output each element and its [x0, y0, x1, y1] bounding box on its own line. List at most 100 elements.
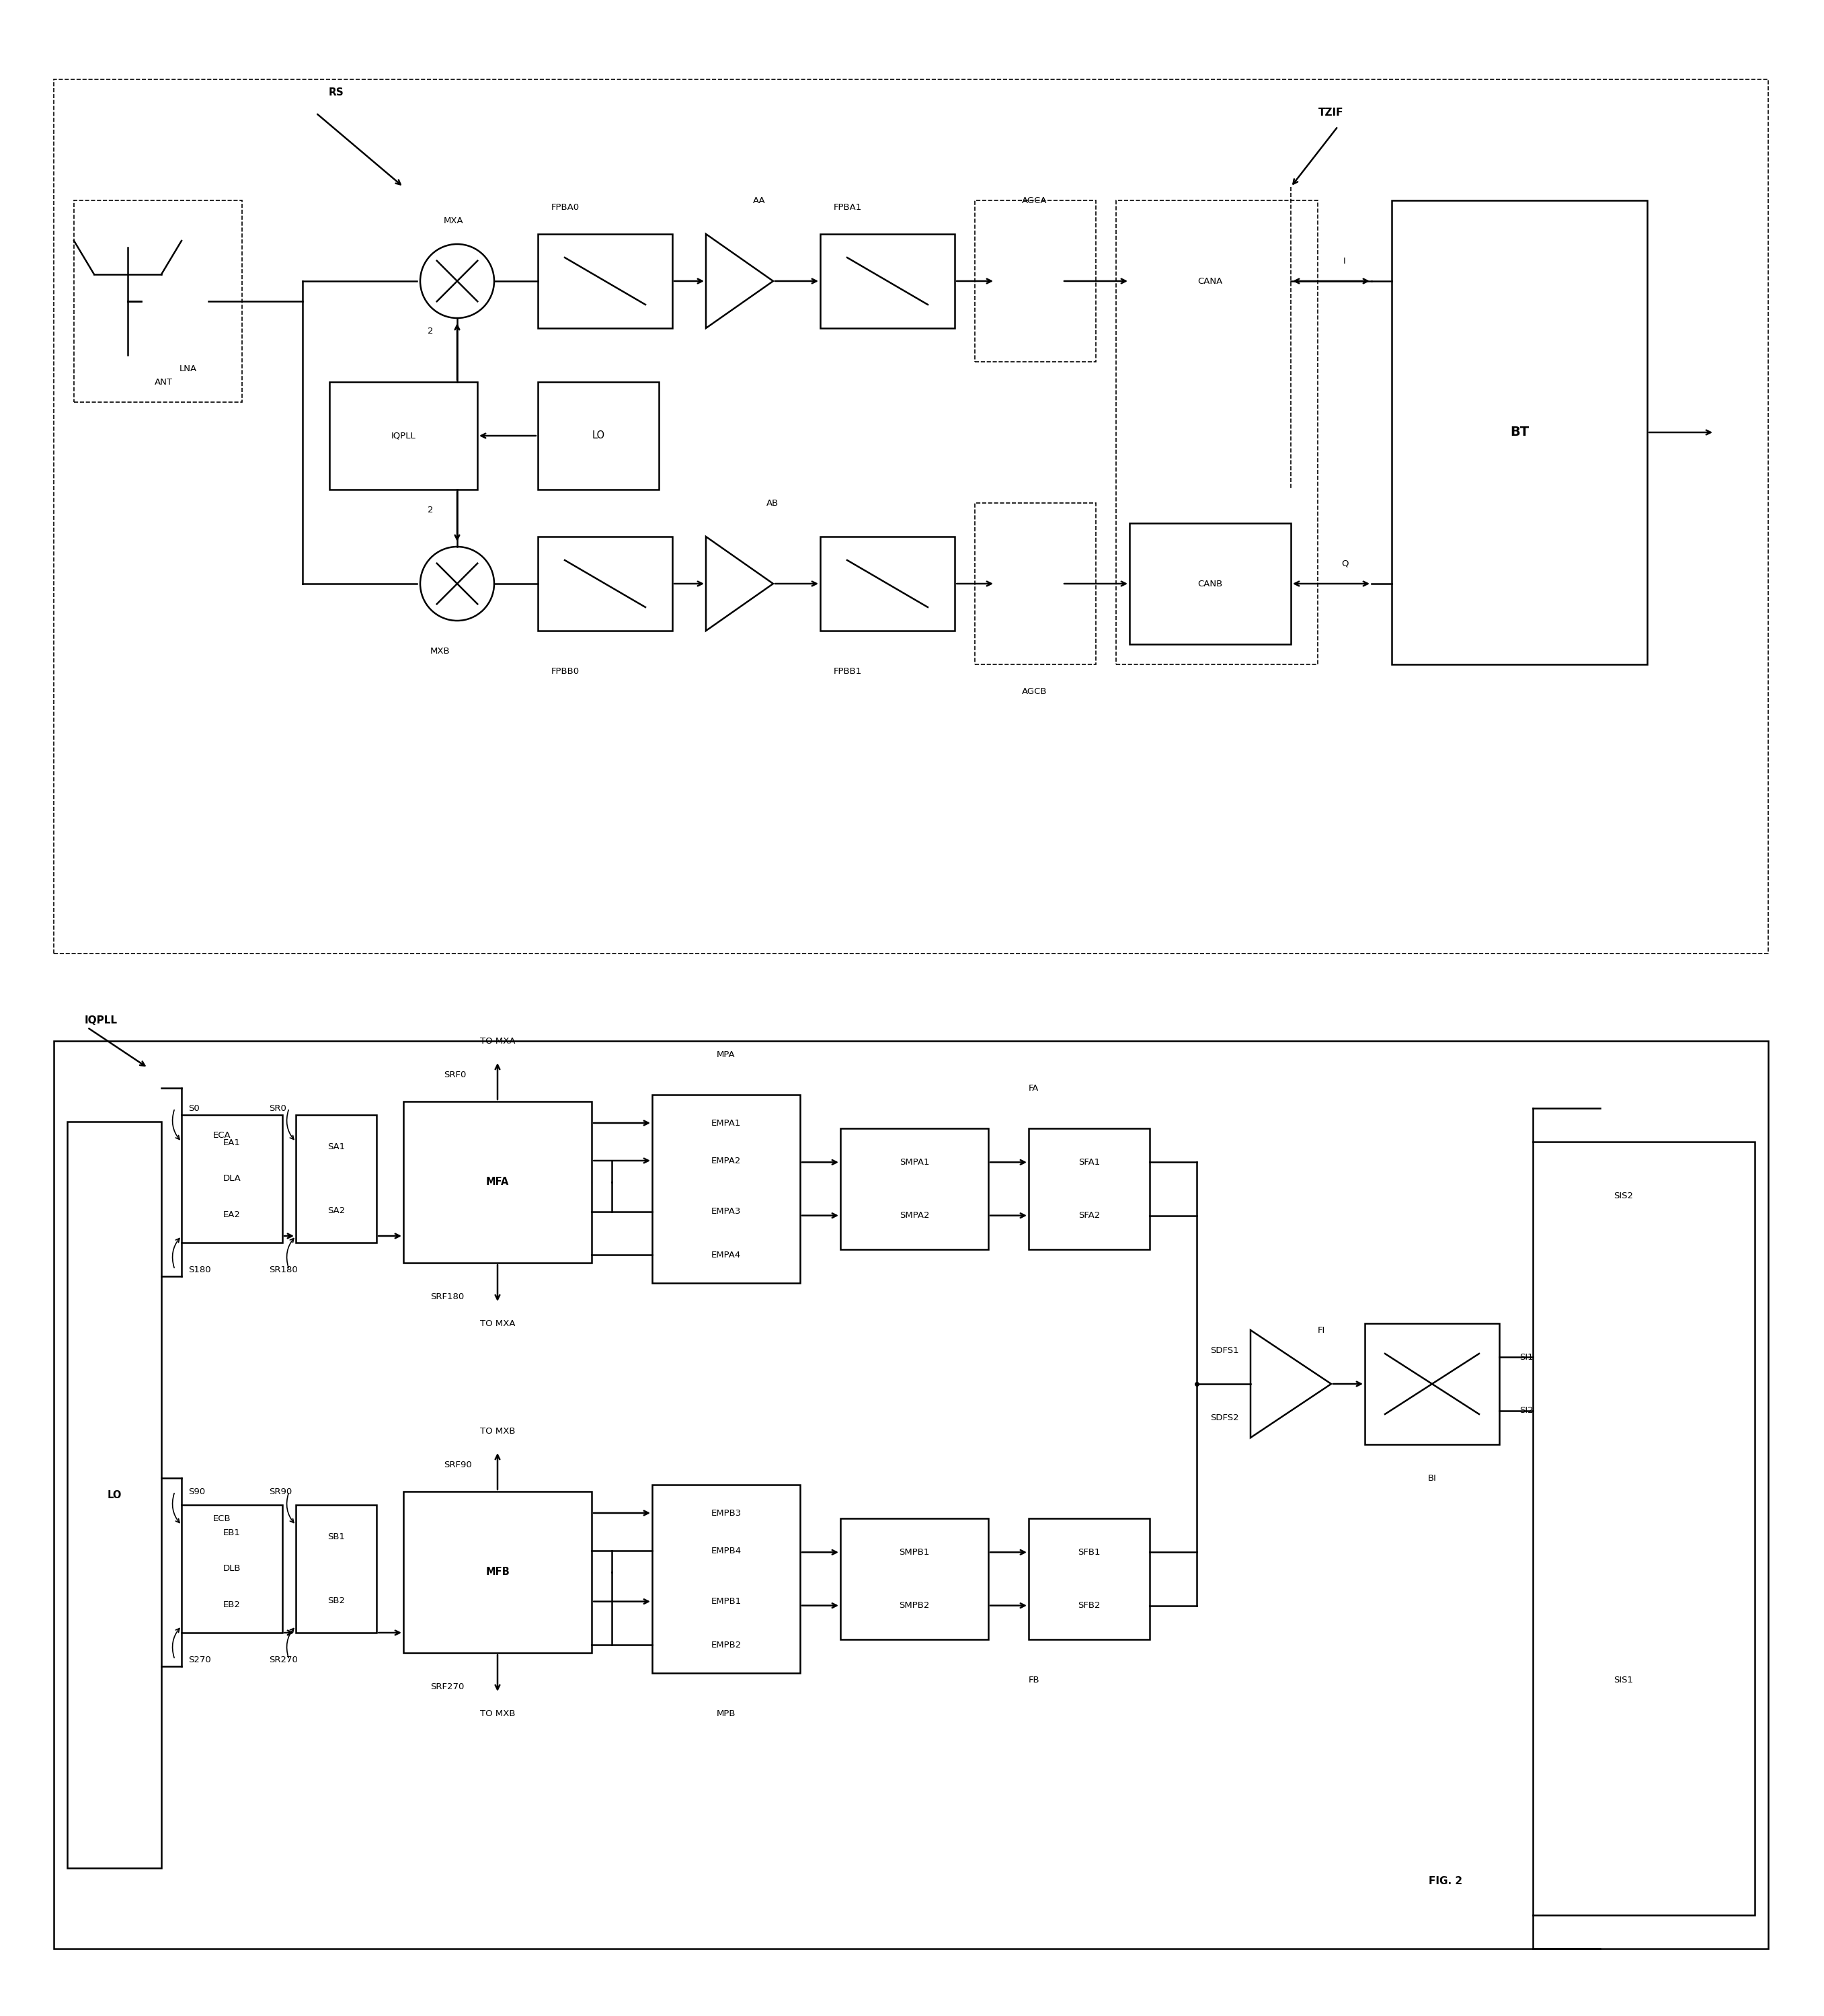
Text: EMPA3: EMPA3: [711, 1208, 741, 1216]
Bar: [1029, 1518, 1149, 1639]
Text: SFA1: SFA1: [1078, 1157, 1100, 1167]
Bar: [1532, 1141, 1755, 1915]
Bar: [974, 502, 1096, 665]
Bar: [75, 200, 243, 401]
Text: SRF180: SRF180: [430, 1292, 463, 1300]
Text: ECB: ECB: [213, 1514, 232, 1522]
Bar: [538, 536, 673, 631]
Text: MPA: MPA: [717, 1050, 735, 1058]
Text: Q: Q: [1341, 558, 1348, 569]
Text: AGCA: AGCA: [1021, 196, 1047, 206]
Bar: [974, 200, 1096, 361]
Text: AGCB: AGCB: [1021, 687, 1047, 696]
Text: FI: FI: [1317, 1327, 1326, 1335]
Text: TO MXB: TO MXB: [480, 1427, 514, 1435]
Text: CANA: CANA: [1198, 276, 1222, 286]
Text: CANB: CANB: [1198, 579, 1222, 589]
Text: EMPA1: EMPA1: [711, 1119, 741, 1127]
Text: MXA: MXA: [443, 216, 463, 226]
Bar: [1364, 1322, 1499, 1443]
Text: MXB: MXB: [430, 647, 451, 655]
Text: I: I: [1344, 256, 1346, 266]
Text: SI1: SI1: [1519, 1353, 1534, 1361]
Text: EB2: EB2: [223, 1601, 241, 1609]
Text: TO MXA: TO MXA: [480, 1318, 514, 1329]
Bar: [538, 234, 673, 329]
Bar: [330, 381, 478, 490]
Text: LO: LO: [108, 1490, 122, 1500]
Text: SDFS1: SDFS1: [1209, 1347, 1238, 1355]
Text: TO MXB: TO MXB: [480, 1710, 514, 1718]
Text: S270: S270: [188, 1655, 212, 1663]
Text: LO: LO: [593, 431, 606, 442]
Bar: [53, 79, 1767, 954]
Text: ANT: ANT: [155, 377, 173, 387]
Text: FB: FB: [1029, 1675, 1040, 1683]
Text: SFB2: SFB2: [1078, 1601, 1100, 1611]
Text: FA: FA: [1029, 1085, 1040, 1093]
Text: IQPLL: IQPLL: [84, 1016, 117, 1026]
Text: SR0: SR0: [268, 1105, 286, 1113]
Text: SMPA2: SMPA2: [899, 1212, 928, 1220]
Bar: [403, 1101, 591, 1262]
Text: AA: AA: [753, 196, 766, 206]
Text: EA2: EA2: [223, 1210, 241, 1220]
Bar: [538, 381, 658, 490]
Bar: [1116, 200, 1317, 665]
Text: SMPB2: SMPB2: [899, 1601, 930, 1611]
Text: TZIF: TZIF: [1319, 109, 1344, 119]
Text: DLB: DLB: [223, 1564, 241, 1572]
Text: 2: 2: [427, 506, 432, 514]
Text: TO MXA: TO MXA: [480, 1036, 514, 1046]
Text: EA1: EA1: [223, 1139, 241, 1147]
Text: SRF0: SRF0: [443, 1070, 467, 1079]
Text: ECA: ECA: [213, 1131, 232, 1139]
Text: EMPA2: EMPA2: [711, 1157, 741, 1165]
Text: SA1: SA1: [326, 1143, 345, 1151]
Text: SDFS2: SDFS2: [1209, 1413, 1238, 1421]
Text: 2: 2: [427, 327, 432, 337]
Text: RS: RS: [328, 89, 343, 99]
Text: SB1: SB1: [328, 1532, 345, 1542]
Text: DLA: DLA: [223, 1175, 241, 1183]
Text: EMPB3: EMPB3: [711, 1508, 741, 1518]
Text: SRF90: SRF90: [443, 1460, 472, 1470]
Text: FPBB1: FPBB1: [834, 667, 863, 675]
Bar: [67, 1121, 161, 1869]
Text: EB1: EB1: [223, 1528, 241, 1538]
Text: SMPA1: SMPA1: [899, 1157, 928, 1167]
Text: SFA2: SFA2: [1078, 1212, 1100, 1220]
Bar: [182, 1504, 283, 1633]
Text: SI2: SI2: [1519, 1405, 1534, 1415]
Text: MPB: MPB: [717, 1710, 735, 1718]
Text: SIS2: SIS2: [1614, 1191, 1632, 1200]
Text: FPBA0: FPBA0: [551, 204, 580, 212]
Text: S0: S0: [188, 1105, 199, 1113]
Text: EMPB4: EMPB4: [711, 1546, 741, 1554]
Text: SR180: SR180: [268, 1266, 297, 1274]
Bar: [403, 1492, 591, 1653]
Bar: [841, 1129, 989, 1250]
Text: EMPB2: EMPB2: [711, 1641, 741, 1649]
Bar: [53, 1040, 1767, 1949]
Bar: [841, 1518, 989, 1639]
Text: BI: BI: [1428, 1474, 1435, 1482]
Text: SRF270: SRF270: [430, 1681, 463, 1691]
Text: SIS1: SIS1: [1614, 1675, 1632, 1683]
Bar: [1129, 220, 1291, 341]
Text: FPBA1: FPBA1: [834, 204, 863, 212]
Text: LNA: LNA: [179, 365, 197, 373]
Bar: [821, 536, 954, 631]
Text: FPBB0: FPBB0: [551, 667, 580, 675]
Text: SR90: SR90: [268, 1488, 292, 1496]
Text: S90: S90: [188, 1488, 204, 1496]
Text: SB2: SB2: [328, 1597, 345, 1605]
Bar: [295, 1115, 376, 1242]
Text: SMPB1: SMPB1: [899, 1548, 930, 1556]
Bar: [1029, 1129, 1149, 1250]
Text: BT: BT: [1510, 425, 1529, 439]
Text: MFB: MFB: [485, 1566, 509, 1577]
Text: IQPLL: IQPLL: [390, 431, 416, 439]
Text: SR270: SR270: [268, 1655, 297, 1663]
Text: EMPA4: EMPA4: [711, 1250, 741, 1260]
